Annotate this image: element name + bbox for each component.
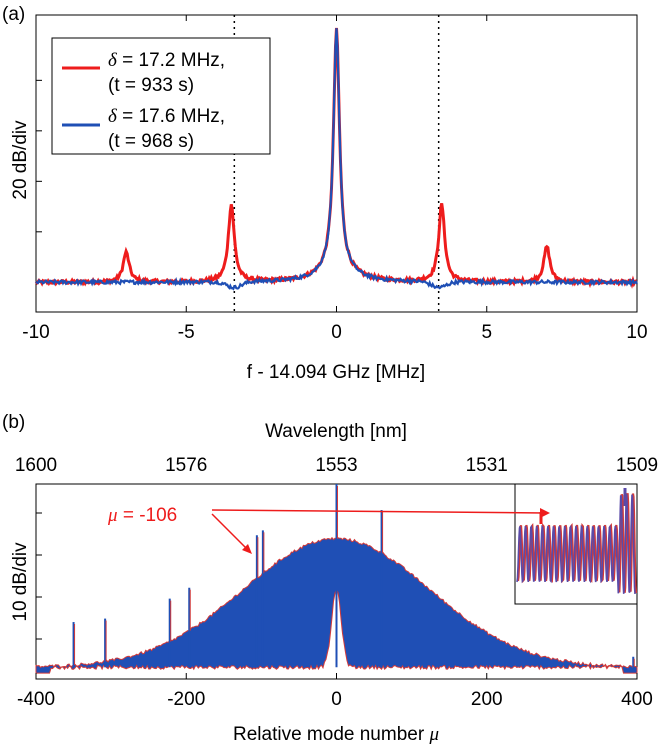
mu-annotation-arrowhead-1 bbox=[242, 544, 252, 554]
legend-blue-label: δ = 17.6 MHz, bbox=[108, 106, 225, 127]
b-top-tick-label: 1509 bbox=[616, 455, 658, 476]
mu-annotation-label: μ = -106 bbox=[107, 505, 177, 526]
panel-b-x-ticks: -400 -200 0 200 400 bbox=[17, 673, 653, 710]
b-top-tick-label: 1553 bbox=[315, 455, 357, 476]
panel-b-top-xlabel: Wavelength [nm] bbox=[265, 421, 407, 442]
panel-b-ylabel: 10 dB/div bbox=[10, 542, 31, 622]
mu-annotation-text: = -106 bbox=[118, 505, 178, 526]
panel-b-top-ticks: 1600 1576 1553 1531 1509 bbox=[15, 455, 658, 490]
panel-a-ylabel: 20 dB/div bbox=[10, 120, 31, 200]
panel-a: (a) -10 -5 0 5 10 20 dB/div f - 14.094 GHz [… bbox=[2, 4, 648, 383]
panel-b-xlabel-symbol: μ bbox=[428, 724, 439, 745]
panel-a-label: (a) bbox=[2, 4, 25, 25]
legend-blue-time: (t = 968 s) bbox=[108, 131, 194, 152]
inset-blue-trace bbox=[516, 494, 636, 595]
b-top-tick-label: 1576 bbox=[165, 455, 207, 476]
legend-red-text: = 17.2 MHz, bbox=[117, 50, 225, 71]
a-series-line-0 bbox=[34, 27, 638, 289]
mu-annotation-arrowhead-2 bbox=[540, 508, 550, 518]
mu-annotation-arrow-2 bbox=[211, 509, 546, 514]
a-xtick-label: 10 bbox=[626, 322, 647, 343]
b-xtick-label: -200 bbox=[167, 689, 205, 710]
mu-annotation: μ = -106 bbox=[107, 505, 550, 554]
inset-red-trace bbox=[516, 493, 638, 594]
panel-b-xlabel: Relative mode number μ bbox=[233, 724, 439, 745]
legend-box bbox=[51, 37, 271, 155]
panel-b-plot-area: -400 -200 0 200 400 bbox=[17, 483, 653, 710]
a-series-line-1 bbox=[35, 28, 638, 291]
panel-b: (b) Wavelength [nm] 1600 1576 1553 1531 1509… bbox=[2, 412, 658, 745]
mu-annotation-symbol: μ bbox=[107, 505, 118, 526]
b-xtick-label: 200 bbox=[471, 689, 503, 710]
legend-blue-symbol: δ bbox=[108, 106, 118, 127]
a-xtick-label: 0 bbox=[331, 322, 342, 343]
a-xtick-label: -5 bbox=[178, 322, 195, 343]
b-top-tick-label: 1600 bbox=[15, 455, 57, 476]
legend-red-symbol: δ bbox=[108, 50, 118, 71]
a-xtick-label: -10 bbox=[22, 322, 49, 343]
b-xtick-label: 400 bbox=[621, 689, 653, 710]
b-top-tick-label: 1531 bbox=[466, 455, 508, 476]
panel-a-xlabel: f - 14.094 GHz [MHz] bbox=[247, 362, 425, 383]
a-xtick-label: 5 bbox=[481, 322, 492, 343]
panel-b-inset bbox=[514, 483, 638, 605]
panel-b-y-ticks bbox=[36, 512, 42, 640]
legend-red-time: (t = 933 s) bbox=[108, 75, 194, 96]
panel-a-legend: δ = 17.2 MHz, (t = 933 s) δ = 17.6 MHz, … bbox=[51, 37, 271, 155]
b-xtick-label: 0 bbox=[331, 689, 342, 710]
panel-a-x-ticks: -10 -5 0 5 10 bbox=[22, 15, 648, 343]
legend-blue-text: = 17.6 MHz, bbox=[117, 106, 225, 127]
panel-a-series bbox=[34, 27, 638, 291]
panel-b-label: (b) bbox=[2, 412, 25, 433]
legend-red-label: δ = 17.2 MHz, bbox=[108, 50, 225, 71]
b-xtick-label: -400 bbox=[17, 689, 55, 710]
mu-annotation-arrow-1 bbox=[211, 513, 251, 553]
panel-b-xlabel-text: Relative mode number bbox=[233, 724, 429, 745]
